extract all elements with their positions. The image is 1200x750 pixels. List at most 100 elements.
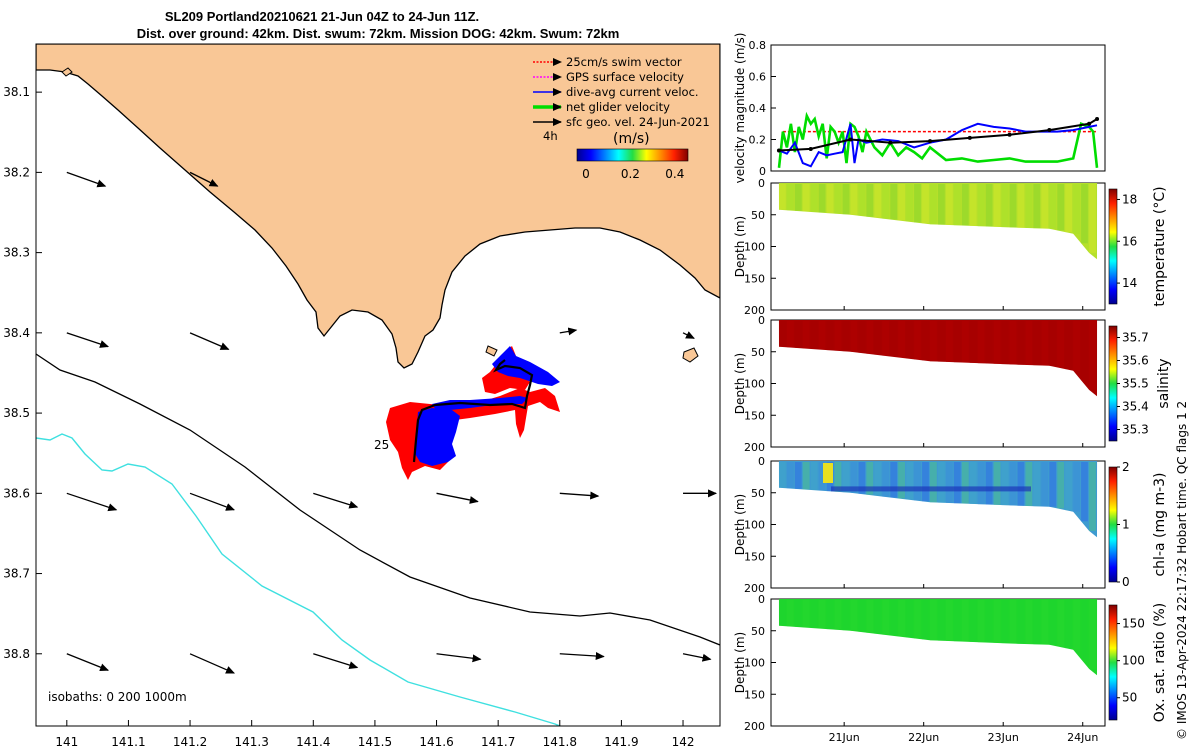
salinity-ylabel: Depth (m): [733, 353, 747, 414]
oxygen-profile: [1033, 600, 1041, 645]
temperature-profile: [858, 184, 866, 216]
geo-velocity-arrow: [436, 653, 482, 663]
geostrophic-velocity-arrows: [66, 171, 718, 674]
oxygen-colorbar-label: Ox. sat. ratio (%): [1152, 603, 1168, 722]
map-x-tick-label: 141.7: [481, 735, 515, 749]
salinity-profile: [1057, 321, 1065, 368]
chlorophyll-profile: [1025, 462, 1033, 506]
temperature-y-tick-label: 0: [758, 177, 765, 190]
chlorophyll-profile: [938, 462, 945, 503]
salinity-colorbar-tick-label: 35.4: [1122, 400, 1149, 414]
salinity-profile: [834, 321, 842, 351]
temperature-colorbar-tick-label: 18: [1122, 192, 1137, 206]
oxygen-profile: [1049, 600, 1057, 645]
temperature-profile: [1025, 184, 1033, 228]
track-map: 141 141.1 141.2 141.3 141.4 141.5 141.6 141.7 14…: [3, 43, 721, 749]
oxygen-profile: [977, 600, 985, 643]
temperature-y-tick-label: 200: [744, 304, 765, 317]
salinity-profile: [779, 321, 786, 347]
chlorophyll-y-tick-label: 0: [758, 455, 765, 468]
chlorophyll-profile: [1041, 462, 1049, 507]
temperature-profile: [1033, 184, 1041, 229]
temperature-profile: [914, 184, 921, 223]
salinity-profile: [850, 321, 858, 352]
oxygen-y-tick-label: 150: [744, 688, 765, 701]
geo-velocity-arrow: [66, 653, 109, 672]
oxygen-profile: [1009, 600, 1017, 644]
chlorophyll-profile: [874, 462, 882, 496]
map-y-tick-label: 38.8: [3, 647, 30, 661]
temperature-colorbar-tick-label: 14: [1122, 276, 1137, 290]
temperature-profile: [898, 184, 905, 221]
geo-velocity-point: [1007, 132, 1012, 137]
map-x-tick-label: 141.4: [296, 735, 330, 749]
map-frame: [35, 43, 721, 727]
oxygen-profile: [1025, 600, 1033, 644]
geo-velocity-arrow: [66, 332, 110, 348]
chlorophyll-profile: [1009, 462, 1017, 506]
temperature-profile: [866, 184, 874, 217]
salinity-profile: [914, 321, 921, 360]
oxygen-colorbar-tick-label: 100: [1122, 654, 1145, 668]
date-axis: 21Jun 22Jun 23Jun 24Jun: [829, 731, 1099, 744]
oxygen-profile: [1001, 600, 1009, 644]
chl-max-patch: [823, 463, 833, 483]
oxygen-profile: [779, 600, 786, 626]
temperature-profile: [985, 184, 993, 227]
chlorophyll-y-tick-label: 150: [744, 550, 765, 563]
salinity-profile: [977, 321, 985, 364]
salinity-colorbar-tick-label: 35.7: [1122, 331, 1149, 345]
legend-label: GPS surface velocity: [566, 70, 684, 84]
salinity-profile: [1009, 321, 1017, 365]
map-y-tick-label: 38.3: [3, 246, 30, 260]
oxygen-profile: [874, 600, 882, 634]
chlorophyll-profile: [802, 462, 810, 490]
geo-velocity-point: [1047, 128, 1052, 133]
geo-velocity-point: [967, 135, 972, 140]
map-x-axis: 141 141.1 141.2 141.3 141.4 141.5 141.6 141.7 14…: [55, 720, 694, 749]
chlorophyll-profile: [1001, 462, 1009, 506]
temperature-colorbar-label: temperature (°C): [1152, 186, 1168, 306]
isobaths-label: isobaths: 0 200 1000m: [48, 690, 187, 704]
legend-label: 25cm/s swim vector: [566, 55, 682, 69]
chlorophyll-profile: [953, 462, 961, 504]
velocity-series-sfc-geo-vel-: [778, 118, 1098, 152]
salinity-profile: [1017, 321, 1025, 365]
map-x-tick-label: 141.1: [111, 735, 145, 749]
geo-velocity-point: [1087, 121, 1092, 126]
chlorophyll-profile: [834, 462, 842, 492]
oxygen-profile: [818, 600, 826, 629]
geo-velocity-arrow: [682, 331, 695, 339]
geo-velocity-arrow: [189, 492, 235, 511]
oxygen-profile: [922, 600, 929, 640]
chlorophyll-profile: [1057, 462, 1065, 509]
velocity-ylabel: velocity magnitude (m/s): [733, 33, 747, 184]
oxygen-colorbar: [1108, 604, 1118, 721]
salinity-profile: [826, 321, 834, 351]
temperature-y-tick-label: 50: [751, 209, 765, 222]
temperature-profile: [938, 184, 945, 225]
chlorophyll-profile: [850, 462, 858, 493]
salinity-profile: [961, 321, 969, 363]
chlorophyll-profile: [993, 462, 1001, 505]
salinity-profile: [1089, 321, 1096, 390]
chlorophyll-profile: [818, 462, 826, 491]
chlorophyll-profile: [1081, 462, 1088, 522]
salinity-profile: [858, 321, 866, 353]
salinity-y-tick-label: 0: [758, 314, 765, 327]
salinity-profile: [1049, 321, 1057, 366]
map-x-tick-label: 141.5: [358, 735, 392, 749]
oxygen-profile: [1089, 600, 1096, 669]
speed-colorbar: [576, 148, 689, 162]
salinity-profile: [1025, 321, 1033, 365]
geo-velocity-arrow: [313, 492, 359, 509]
oxygen-y-tick-label: 100: [744, 657, 765, 670]
salinity-profile: [953, 321, 961, 363]
temperature-profile: [930, 184, 937, 225]
geo-velocity-point: [1095, 117, 1100, 122]
geo-velocity-point: [848, 137, 853, 142]
geo-velocity-point: [888, 140, 893, 145]
temperature-colorbar: [1108, 188, 1118, 305]
title-line-1: SL209 Portland20210621 21-Jun 04Z to 24-…: [165, 9, 479, 24]
oxygen-ylabel: Depth (m): [733, 632, 747, 693]
